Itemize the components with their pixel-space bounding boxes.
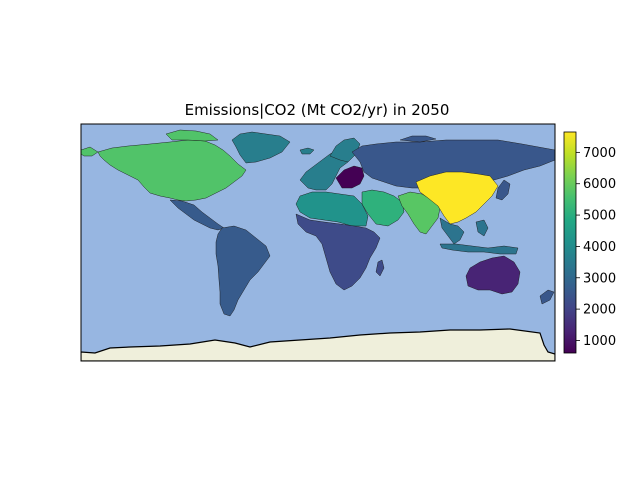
region-north-america-arctic (165, 129, 219, 142)
region-middle-east (361, 189, 405, 227)
region-central-europe (335, 165, 365, 189)
region-japan (495, 179, 511, 201)
colorbar-tick-label: 6000 (583, 177, 616, 192)
colorbar-gradient (563, 131, 577, 354)
colorbar-tick-label: 7000 (583, 146, 616, 161)
colorbar-ticks: 1000 2000 3000 4000 5000 6000 7000 (576, 146, 616, 349)
region-new-zealand (539, 289, 555, 305)
colorbar-tick-label: 3000 (583, 271, 616, 286)
region-south-asia (397, 191, 441, 235)
region-iceland (299, 147, 315, 155)
region-northern-africa (295, 191, 369, 227)
colorbar-tick-label: 5000 (583, 209, 616, 224)
region-south-america (215, 225, 271, 317)
antarctica (81, 328, 555, 361)
region-oceania (465, 255, 521, 295)
map-title: Emissions|CO2 (Mt CO2/yr) in 2050 (185, 101, 450, 119)
colorbar-tick-label: 4000 (583, 240, 616, 255)
region-sub-saharan-africa (295, 213, 381, 291)
region-greenland (231, 131, 291, 164)
region-madagascar (375, 259, 385, 277)
region-central-america (169, 199, 225, 231)
region-north-america-alaska (81, 146, 99, 157)
colorbar-tick-label: 1000 (583, 334, 616, 349)
map-frame (80, 123, 556, 362)
region-southeast-asia (439, 217, 465, 245)
colorbar-tick-label: 2000 (583, 303, 616, 318)
region-philippines (475, 219, 489, 237)
colorbar: 1000 2000 3000 4000 5000 6000 7000 (563, 131, 616, 354)
region-siberia-coast (399, 135, 437, 143)
region-china (415, 171, 499, 225)
region-scandinavia (329, 137, 361, 163)
map-area (81, 124, 555, 361)
region-former-soviet-union (351, 139, 555, 189)
region-indonesia (439, 243, 519, 255)
